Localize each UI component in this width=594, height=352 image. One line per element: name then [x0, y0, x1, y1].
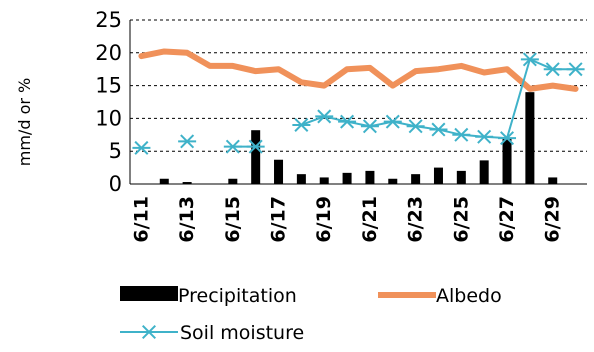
soil-moisture-marker [566, 62, 585, 77]
x-tick-label: 6/29 [542, 196, 564, 243]
soil-moisture-marker [140, 324, 158, 340]
soil-moisture-series [132, 52, 585, 155]
soil-moisture-marker [520, 52, 539, 67]
y-tick-labels: 0 5 10 15 20 25 [95, 8, 122, 196]
soil-moisture-marker [429, 122, 448, 137]
soil-moisture-marker [543, 62, 562, 77]
x-tick-label: 6/17 [268, 196, 290, 243]
y-tick-label: 0 [109, 172, 122, 196]
soil-moisture-marker [406, 119, 425, 134]
precipitation-bars [159, 92, 558, 184]
soil-moisture-marker [383, 114, 402, 129]
albedo-line [138, 48, 579, 92]
soil-moisture-marker [223, 139, 242, 154]
soil-moisture-marker [178, 134, 197, 149]
x-tick-labels: 6/11 6/13 6/15 6/17 6/19 6/21 6/23 6/25 6/27 6/29 [130, 196, 563, 243]
precipitation-bar [479, 160, 489, 184]
x-tick-label: 6/21 [359, 196, 381, 243]
precipitation-bar [548, 177, 558, 184]
soil-moisture-marker [292, 117, 311, 132]
x-tick-label: 6/25 [450, 196, 472, 243]
soil-moisture-marker [246, 139, 265, 154]
soil-moisture-marker [360, 119, 379, 134]
soil-moisture-marker [132, 140, 151, 155]
x-tick-label: 6/13 [176, 196, 198, 243]
precipitation-bar [319, 177, 329, 184]
precipitation-bar [228, 178, 238, 184]
y-tick-label: 25 [95, 8, 122, 32]
soil-moisture-marker [475, 129, 494, 144]
y-tick-label: 5 [109, 139, 122, 163]
x-tick-label: 6/15 [222, 196, 244, 243]
x-tick-label: 6/19 [313, 196, 335, 243]
legend-precipitation-label: Precipitation [178, 285, 297, 307]
precipitation-bar [296, 174, 306, 184]
precipitation-bar [502, 138, 512, 184]
albedo-series [138, 48, 579, 92]
legend-precipitation-swatch [120, 286, 178, 301]
precipitation-bar [342, 172, 352, 184]
precipitation-bar [411, 174, 421, 184]
x-tick-label: 6/11 [130, 196, 152, 243]
y-tick-label: 10 [95, 106, 122, 130]
legend: Precipitation Albedo Soil moisture [120, 285, 502, 344]
legend-albedo-label: Albedo [436, 285, 502, 307]
precipitation-bar [433, 167, 443, 184]
x-tick-label: 6/27 [496, 196, 518, 243]
precipitation-bar [159, 178, 169, 184]
y-axis-label: mm/d or % [15, 78, 34, 166]
soil-moisture-marker [338, 114, 357, 129]
x-tick-label: 6/23 [405, 196, 427, 243]
precipitation-bar [388, 178, 398, 184]
soil-moisture-marker [498, 131, 517, 146]
y-tick-label: 15 [95, 74, 122, 98]
legend-soil-moisture-label: Soil moisture [180, 322, 304, 344]
precipitation-bar [182, 182, 192, 184]
grid-layer [130, 19, 587, 152]
precipitation-bar [365, 170, 375, 184]
precipitation-bar [251, 130, 261, 184]
axes [129, 20, 587, 185]
precipitation-bar [525, 92, 535, 184]
y-tick-label: 20 [95, 41, 122, 65]
precipitation-bar [274, 159, 284, 184]
soil-moisture-marker [315, 109, 334, 124]
soil-moisture-marker [452, 127, 471, 142]
precipitation-bar [456, 170, 466, 184]
